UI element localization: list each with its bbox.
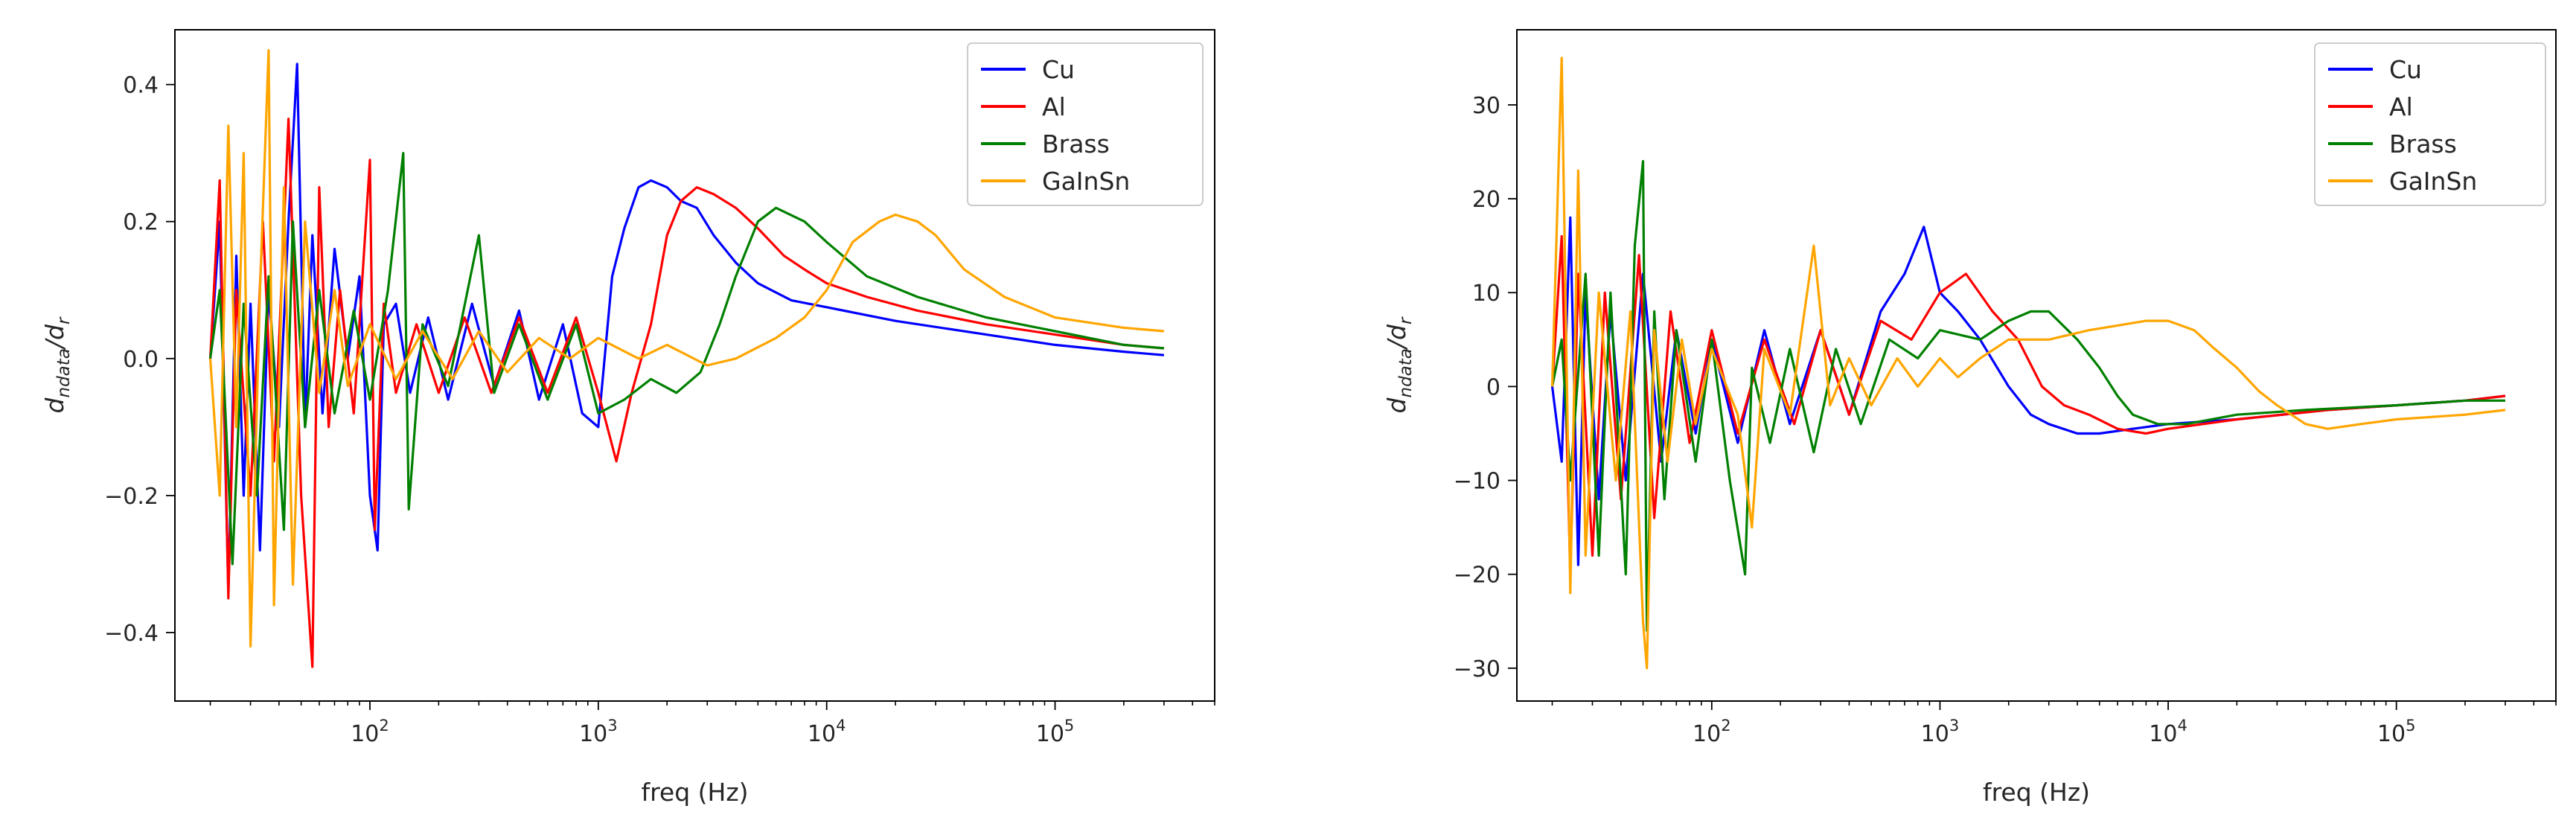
y-label-sub: r	[54, 316, 74, 324]
y-axis-label: dndata/dr	[40, 316, 74, 413]
x-tick-exponent: 4	[836, 717, 846, 735]
x-tick-base: 10	[1036, 721, 1064, 747]
legend-label-al: Al	[2389, 92, 2413, 121]
legend-box	[967, 42, 1204, 206]
y-tick-label: −20	[1454, 563, 1500, 589]
y-tick-label: −0.2	[104, 484, 159, 510]
y-label-part: d	[40, 397, 69, 413]
x-tick-exponent: 5	[2406, 717, 2415, 735]
series-line-gainsn	[208, 49, 1165, 647]
legend-label-al: Al	[1042, 92, 1066, 121]
x-tick-label: 105	[1036, 717, 1075, 747]
x-tick-exponent: 3	[607, 717, 617, 735]
legend-label-gainsn: GaInSn	[2389, 167, 2477, 196]
y-axis-label: dndata/dr	[1382, 316, 1416, 413]
legend: Cu Al Brass GaInSn	[967, 42, 1204, 206]
x-tick-base: 10	[1693, 721, 1721, 747]
y-tick-label: −30	[1454, 656, 1500, 682]
legend-label-cu: Cu	[2389, 55, 2422, 84]
x-tick-exponent: 2	[1721, 717, 1730, 735]
x-tick-label: 104	[808, 717, 846, 747]
axes-frame	[174, 29, 1215, 702]
y-tick-label: −0.4	[104, 621, 159, 647]
x-tick-base: 10	[1921, 721, 1949, 747]
x-tick-label: 102	[351, 717, 389, 747]
x-tick-base: 10	[808, 721, 836, 747]
y-label-part: d	[1382, 397, 1411, 413]
y-label-sub: r	[1396, 316, 1416, 324]
legend-label-brass: Brass	[1042, 129, 1110, 159]
y-label-sub: ndata	[1396, 348, 1416, 397]
series-line-al	[208, 118, 1165, 668]
series-line-brass	[208, 152, 1165, 566]
x-tick-label: 103	[1921, 717, 1960, 747]
y-label-part: /d	[40, 324, 69, 351]
y-tick-label: 30	[1472, 93, 1500, 119]
y-tick-label: 0.0	[123, 347, 159, 373]
series-line-al	[1550, 234, 2506, 576]
x-tick-base: 10	[2149, 721, 2177, 747]
series-line-gainsn	[1550, 57, 2506, 670]
legend-label-cu: Cu	[1042, 55, 1075, 84]
x-axis-label: freq (Hz)	[641, 778, 748, 807]
y-label-sub: ndata	[54, 348, 74, 397]
x-tick-exponent: 2	[379, 717, 389, 735]
y-label-part: /d	[1382, 324, 1411, 351]
y-tick-label: 0.2	[123, 210, 159, 236]
axes-frame	[1516, 29, 2557, 702]
legend-label-brass: Brass	[2389, 129, 2457, 159]
y-tick-label: 0	[1486, 374, 1500, 400]
series-line-brass	[1550, 160, 2505, 632]
x-tick-base: 10	[2377, 721, 2406, 747]
x-tick-base: 10	[579, 721, 607, 747]
y-tick-label: −10	[1454, 469, 1500, 495]
x-tick-exponent: 5	[1064, 717, 1074, 735]
series-group	[1550, 57, 2506, 670]
x-tick-label: 104	[2149, 717, 2187, 747]
x-axis-label: freq (Hz)	[1983, 778, 2090, 807]
series-line-cu	[1550, 216, 2506, 566]
legend-box	[2314, 42, 2546, 206]
x-tick-label: 102	[1693, 717, 1731, 747]
y-tick-label: 20	[1472, 187, 1500, 213]
legend-label-gainsn: GaInSn	[1042, 167, 1130, 196]
series-group	[208, 49, 1165, 668]
x-tick-label: 105	[2377, 717, 2416, 747]
x-tick-label: 103	[579, 717, 618, 747]
x-tick-exponent: 3	[1949, 717, 1959, 735]
y-tick-label: 0.4	[123, 73, 159, 99]
x-tick-base: 10	[351, 721, 379, 747]
x-tick-exponent: 4	[2177, 717, 2187, 735]
legend: Cu Al Brass GaInSn	[2314, 42, 2546, 206]
y-tick-label: 10	[1472, 281, 1500, 307]
